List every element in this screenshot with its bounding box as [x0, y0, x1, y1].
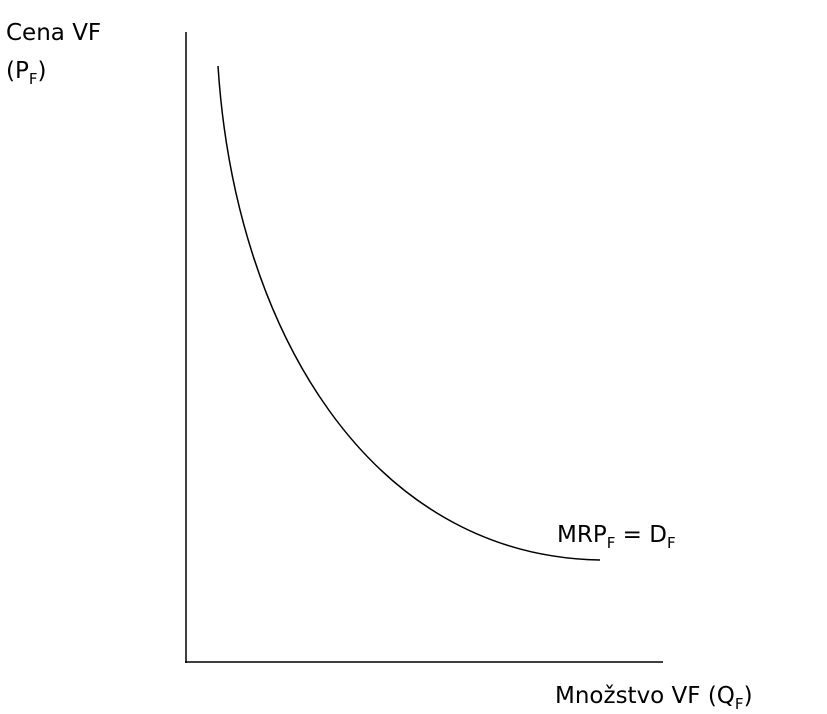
- demand-curve: [217, 65, 601, 561]
- x-axis-label: Množstvo VF (QF): [555, 683, 753, 713]
- subscript: F: [735, 695, 744, 713]
- text-part: Množstvo VF (Q: [555, 683, 735, 709]
- curve-label: MRPF = DF: [557, 522, 676, 552]
- text-part: ): [744, 683, 753, 709]
- text-part: (P: [6, 58, 29, 84]
- subscript: F: [607, 534, 616, 552]
- text-part: = D: [615, 522, 667, 548]
- y-axis-label-line2: (PF): [6, 58, 46, 88]
- subscript: F: [29, 70, 38, 88]
- text-part: MRP: [557, 522, 607, 548]
- text-part: ): [37, 58, 46, 84]
- y-axis-label-line1: Cena VF: [6, 20, 101, 46]
- subscript: F: [667, 534, 676, 552]
